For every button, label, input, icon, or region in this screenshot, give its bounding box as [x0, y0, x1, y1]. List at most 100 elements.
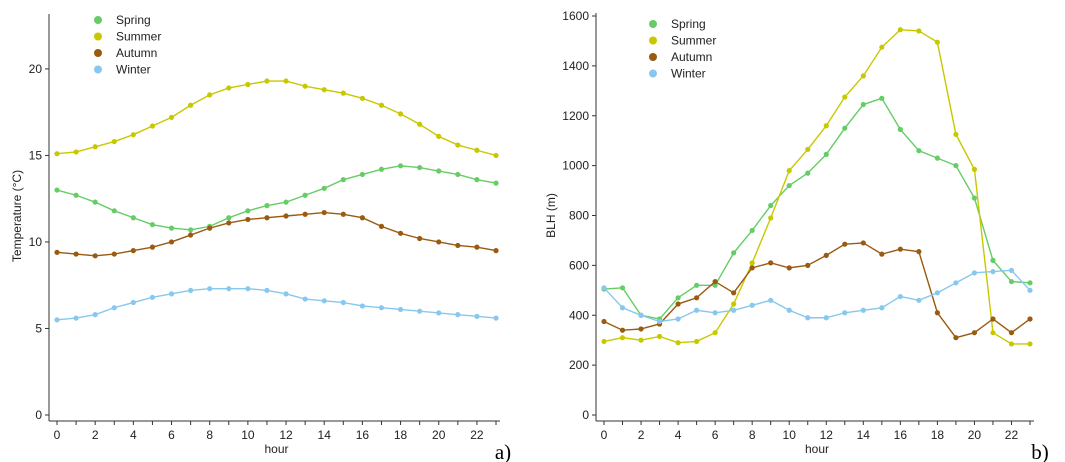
- data-point-autumn: [321, 209, 327, 216]
- data-point-autumn: [474, 244, 480, 250]
- data-point-spring: [359, 171, 365, 178]
- data-point-winter: [436, 310, 442, 316]
- data-point-summer: [990, 330, 996, 336]
- data-point-autumn: [92, 253, 98, 259]
- data-point-summer: [54, 151, 60, 157]
- data-point-summer: [971, 166, 978, 172]
- data-point-summer: [397, 111, 404, 117]
- data-point-spring: [436, 168, 442, 174]
- data-point-winter: [417, 308, 423, 314]
- y-tick-label: 1400: [562, 59, 589, 73]
- data-point-autumn: [359, 215, 365, 221]
- data-point-spring: [860, 101, 866, 108]
- series-line-winter: [603, 269, 1031, 323]
- legend-marker-summer: [649, 36, 657, 45]
- x-tick-label: 4: [675, 428, 682, 442]
- data-point-spring: [842, 125, 848, 131]
- data-point-winter: [92, 312, 98, 318]
- series-line-spring: [603, 97, 1031, 320]
- data-point-autumn: [207, 225, 213, 231]
- y-tick-label: 15: [29, 148, 43, 162]
- series-line-summer: [56, 80, 497, 157]
- data-point-autumn: [842, 241, 848, 247]
- data-point-summer: [359, 95, 365, 101]
- data-point-summer: [455, 142, 461, 148]
- x-tick-label: 6: [168, 428, 175, 442]
- data-point-winter: [73, 315, 79, 321]
- data-point-winter: [359, 303, 365, 309]
- legend-marker-winter: [94, 65, 102, 74]
- data-point-spring: [378, 166, 385, 172]
- data-point-winter: [694, 307, 700, 313]
- data-point-winter: [188, 287, 194, 294]
- data-point-winter: [638, 312, 644, 318]
- data-point-autumn: [860, 240, 866, 246]
- y-tick-label: 1000: [562, 159, 589, 173]
- data-point-winter: [168, 291, 175, 297]
- x-tick-label: 12: [279, 428, 293, 442]
- data-point-summer: [879, 44, 885, 50]
- data-point-summer: [601, 338, 607, 345]
- data-point-spring: [417, 164, 423, 171]
- data-point-summer: [474, 147, 480, 153]
- data-point-winter: [455, 312, 461, 318]
- data-point-spring: [302, 192, 308, 198]
- y-tick-label: 800: [569, 209, 589, 223]
- data-point-spring: [990, 257, 996, 263]
- x-tick-label: 20: [432, 428, 446, 442]
- data-point-autumn: [638, 326, 644, 332]
- data-point-winter: [897, 293, 903, 300]
- data-point-autumn: [226, 220, 232, 226]
- data-point-winter: [656, 318, 663, 325]
- data-point-winter: [340, 299, 346, 306]
- x-tick-label: 8: [749, 428, 756, 442]
- y-tick-label: 0: [35, 408, 42, 422]
- data-point-summer: [675, 340, 681, 346]
- data-point-spring: [916, 148, 922, 154]
- data-point-winter: [283, 291, 289, 297]
- data-point-autumn: [283, 213, 289, 219]
- data-point-autumn: [768, 260, 774, 266]
- legend-label-summer: Summer: [116, 30, 161, 44]
- data-point-summer: [378, 102, 385, 108]
- y-axis-title: Temperature (°C): [10, 170, 24, 262]
- data-point-spring: [188, 227, 194, 233]
- x-tick-label: 2: [638, 428, 645, 442]
- data-point-autumn: [601, 318, 607, 325]
- data-point-summer: [73, 149, 79, 155]
- legend-label-winter: Winter: [671, 67, 706, 81]
- x-tick-label: 20: [968, 428, 982, 442]
- legend-label-autumn: Autumn: [116, 46, 157, 60]
- data-point-spring: [731, 250, 737, 256]
- x-tick-label: 18: [931, 428, 945, 442]
- data-point-autumn: [397, 230, 404, 236]
- data-point-spring: [805, 170, 811, 176]
- legend-label-summer: Summer: [671, 34, 716, 48]
- data-point-autumn: [879, 251, 885, 257]
- data-point-spring: [111, 208, 117, 214]
- data-point-autumn: [54, 249, 60, 255]
- data-point-winter: [786, 307, 792, 313]
- data-point-autumn: [990, 316, 996, 322]
- data-point-winter: [207, 286, 213, 292]
- data-point-spring: [283, 199, 289, 205]
- data-point-autumn: [493, 248, 499, 254]
- data-point-summer: [656, 333, 663, 340]
- legend-label-spring: Spring: [671, 17, 706, 31]
- data-point-winter: [226, 286, 232, 292]
- data-point-spring: [54, 187, 60, 193]
- data-point-summer: [436, 133, 442, 139]
- data-point-spring: [321, 185, 327, 191]
- data-point-winter: [990, 269, 996, 275]
- data-point-autumn: [897, 246, 903, 252]
- data-point-spring: [823, 151, 829, 158]
- data-point-winter: [916, 297, 922, 303]
- data-point-summer: [786, 168, 792, 174]
- data-point-winter: [731, 307, 737, 313]
- data-point-winter: [493, 315, 499, 321]
- data-point-autumn: [188, 232, 194, 238]
- data-point-autumn: [130, 248, 136, 254]
- data-point-summer: [749, 260, 755, 266]
- data-point-winter: [675, 316, 681, 322]
